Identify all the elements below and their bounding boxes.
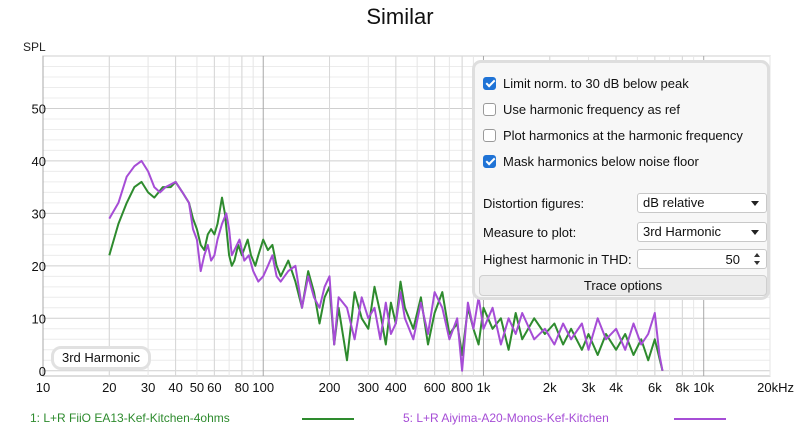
harmonic-ref-checkbox[interactable] — [483, 102, 496, 116]
measure-to-plot-select[interactable]: 3rd Harmonic — [637, 222, 767, 242]
measure-to-plot-label: Measure to plot: — [483, 225, 577, 240]
x-tick-label: 20kHz — [757, 380, 794, 395]
harmonic-ref-checkbox-row[interactable]: Use harmonic frequency as ref — [483, 99, 680, 119]
stepper-up-icon[interactable] — [754, 253, 760, 257]
x-tick-label: 50 — [190, 380, 204, 395]
measure-badge: 3rd Harmonic — [51, 346, 151, 370]
x-tick-label: 600 — [424, 380, 446, 395]
limit-norm-checkbox-row[interactable]: Limit norm. to 30 dB below peak — [483, 73, 689, 93]
chart-title: Similar — [366, 4, 434, 29]
series-group — [108, 159, 664, 372]
highest-harmonic-stepper[interactable]: 50 — [637, 249, 767, 269]
legend-label-series-2: 5: L+R Aiyima-A20-Monos-Kef-Kitchen — [403, 411, 609, 425]
stepper-down-icon[interactable] — [754, 261, 760, 265]
trace-options-button[interactable]: Trace options — [479, 275, 767, 296]
legend-swatch-series-2 — [674, 418, 726, 420]
mask-harmonics-checkbox[interactable] — [483, 154, 496, 168]
y-tick-label: 0 — [39, 364, 46, 379]
legend-label-series-1: 1: L+R FiiO EA13-Kef-Kitchen-4ohms — [30, 411, 230, 425]
plot-harmonics-checkbox-row[interactable]: Plot harmonics at the harmonic frequency — [483, 125, 743, 145]
x-tick-labels: 10 20 30 40 50 60 80 100 200 300 400 600 800 1k 2k 3k 4k… — [36, 380, 794, 395]
x-tick-label: 8k — [675, 380, 689, 395]
x-tick-label: 2k — [543, 380, 557, 395]
dropdown-arrow-icon — [751, 201, 759, 206]
distortion-figures-value: dB relative — [643, 195, 705, 210]
x-tick-label: 3k — [582, 380, 596, 395]
distortion-figures-label: Distortion figures: — [483, 196, 585, 211]
harmonic-ref-label: Use harmonic frequency as ref — [503, 101, 681, 117]
x-tick-label: 400 — [385, 380, 407, 395]
series-line-2 — [108, 159, 664, 372]
x-tick-label: 60 — [207, 380, 221, 395]
x-tick-label: 10 — [36, 380, 50, 395]
x-tick-label: 20 — [102, 380, 116, 395]
highest-harmonic-value: 50 — [725, 252, 740, 267]
x-tick-label: 4k — [609, 380, 623, 395]
mask-harmonics-checkbox-row[interactable]: Mask harmonics below noise floor — [483, 151, 699, 171]
y-tick-labels: 0 10 20 30 40 50 — [32, 101, 46, 378]
limit-norm-label: Limit norm. to 30 dB below peak — [503, 75, 689, 91]
x-tick-label: 40 — [168, 380, 182, 395]
y-tick-label: 20 — [32, 259, 46, 274]
x-tick-label: 300 — [357, 380, 379, 395]
plot-harmonics-checkbox[interactable] — [483, 128, 496, 142]
highest-harmonic-label: Highest harmonic in THD: — [483, 252, 632, 267]
x-tick-label: 100 — [252, 380, 274, 395]
dropdown-arrow-icon — [751, 230, 759, 235]
x-tick-label: 10k — [693, 380, 714, 395]
y-axis-label: SPL — [23, 40, 46, 54]
measure-to-plot-value: 3rd Harmonic — [643, 224, 722, 239]
x-tick-label: 1k — [477, 380, 491, 395]
x-tick-label: 200 — [319, 380, 341, 395]
mask-harmonics-label: Mask harmonics below noise floor — [503, 153, 699, 169]
x-tick-label: 80 — [235, 380, 249, 395]
x-tick-label: 6k — [648, 380, 662, 395]
y-tick-label: 10 — [32, 311, 46, 326]
distortion-figures-select[interactable]: dB relative — [637, 193, 767, 213]
y-tick-label: 40 — [32, 154, 46, 169]
x-tick-label: 800 — [451, 380, 473, 395]
legend-swatch-series-1 — [302, 418, 354, 420]
y-tick-label: 30 — [32, 206, 46, 221]
y-tick-label: 50 — [32, 101, 46, 116]
plot-harmonics-label: Plot harmonics at the harmonic frequency — [503, 127, 743, 143]
x-tick-label: 30 — [141, 380, 155, 395]
options-panel: Limit norm. to 30 dB below peak Use harm… — [472, 60, 770, 300]
limit-norm-checkbox[interactable] — [483, 76, 496, 90]
